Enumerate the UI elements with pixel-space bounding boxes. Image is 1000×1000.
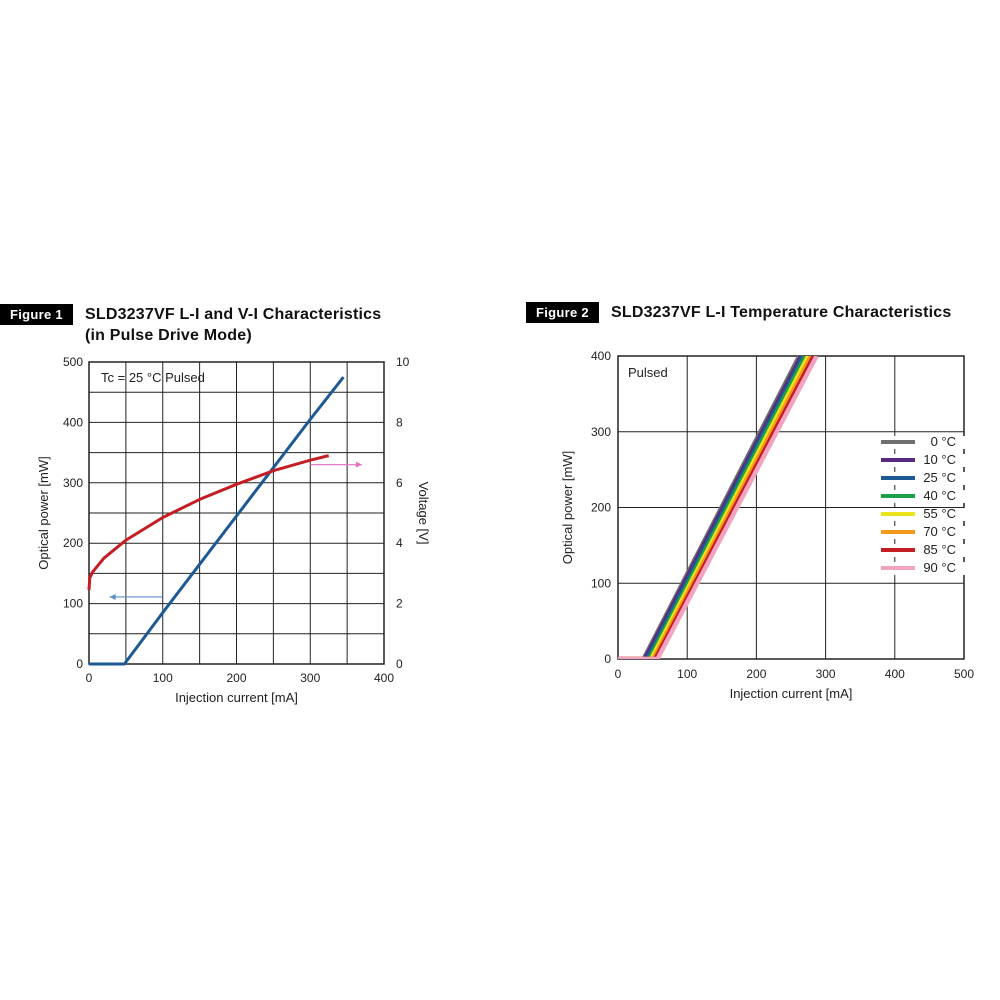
series-group	[618, 356, 819, 659]
figure2-badge: Figure 2	[526, 302, 599, 323]
legend-label: 90 °C	[923, 560, 956, 575]
legend-bg	[880, 562, 968, 575]
axis-indicator-arrow-head	[355, 461, 362, 468]
chart-li-temperature: 0 100 200 300 400 500 0 100 200 300 400 Injection c…	[560, 349, 974, 701]
x-tick-label: 100	[153, 671, 173, 685]
series-line-40c	[618, 356, 808, 659]
series-line-90c	[618, 356, 819, 659]
figure1-badge: Figure 1	[0, 304, 73, 325]
y2-tick-label: 8	[396, 415, 403, 429]
legend-bg	[880, 490, 968, 503]
y-axis-label: Optical power [mW]	[560, 451, 575, 564]
y-tick-label: 0	[604, 652, 611, 666]
plot-frame	[617, 355, 965, 660]
y-tick-label: 300	[63, 476, 83, 490]
chart-annotation: Tc = 25 °C Pulsed	[101, 370, 205, 385]
series-line-voltage	[87, 454, 330, 591]
x-tick-label: 100	[677, 667, 697, 681]
y2-tick-label: 0	[396, 657, 403, 671]
y-axis-label: Optical power [mW]	[36, 456, 51, 569]
y2-axis-label: Voltage [V]	[416, 482, 431, 545]
legend-label: 10 °C	[923, 452, 956, 467]
y-tick-label: 200	[591, 501, 611, 515]
series-line-55c	[618, 356, 811, 659]
x-axis-label: Injection current [mA]	[175, 690, 298, 705]
x-tick-label: 300	[816, 667, 836, 681]
legend-bg	[880, 526, 968, 539]
y2-tick-label: 10	[396, 355, 410, 369]
legend-bg	[880, 454, 968, 467]
figure1-title: SLD3237VF L-I and V-I Characteristics (i…	[85, 304, 381, 346]
chart-li-vi: 0 100 200 300 40001002003004005000246810Inje…	[36, 355, 431, 705]
legend-label: 40 °C	[923, 488, 956, 503]
x-axis-label: Injection current [mA]	[730, 686, 853, 701]
y2-tick-label: 6	[396, 476, 403, 490]
figure1-title-line2: (in Pulse Drive Mode)	[84, 327, 252, 344]
legend-label: 55 °C	[923, 506, 956, 521]
plot-frame	[88, 361, 385, 665]
legend-bg	[880, 472, 968, 485]
y2-tick-label: 4	[396, 536, 403, 550]
legend-bg	[880, 544, 968, 557]
x-tick-label: 400	[374, 671, 394, 685]
legend-label: 0 °C	[931, 434, 956, 449]
y-tick-label: 300	[591, 425, 611, 439]
series-line-optical-power	[89, 376, 345, 666]
x-tick-label: 500	[954, 667, 974, 681]
figure1-header: Figure 1 SLD3237VF L-I and V-I Character…	[0, 304, 381, 346]
legend-label: 70 °C	[923, 524, 956, 539]
x-tick-label: 300	[300, 671, 320, 685]
legend-label: 25 °C	[923, 470, 956, 485]
y-tick-label: 100	[63, 597, 83, 611]
y-tick-label: 100	[591, 576, 611, 590]
x-tick-label: 0	[86, 671, 93, 685]
chart-annotation: Pulsed	[628, 365, 668, 380]
legend-bg	[880, 508, 968, 521]
figure2-header: Figure 2 SLD3237VF L-I Temperature Chara…	[526, 302, 951, 323]
figure1-title-line1: SLD3237VF L-I and V-I Characteristics	[84, 306, 382, 323]
y-tick-label: 200	[63, 536, 83, 550]
figure2-title: SLD3237VF L-I Temperature Characteristic…	[611, 302, 951, 323]
legend-bg	[880, 436, 968, 449]
y-tick-label: 400	[63, 415, 83, 429]
y-tick-label: 400	[591, 349, 611, 363]
figure2-title-line1: SLD3237VF L-I Temperature Characteristic…	[610, 304, 952, 321]
axis-indicator-arrow-head	[109, 593, 116, 600]
x-tick-label: 0	[615, 667, 622, 681]
x-tick-label: 400	[885, 667, 905, 681]
y-tick-label: 500	[63, 355, 83, 369]
y-tick-label: 0	[76, 657, 83, 671]
legend-label: 85 °C	[923, 542, 956, 557]
y2-tick-label: 2	[396, 597, 403, 611]
x-tick-label: 200	[226, 671, 246, 685]
x-tick-label: 200	[746, 667, 766, 681]
